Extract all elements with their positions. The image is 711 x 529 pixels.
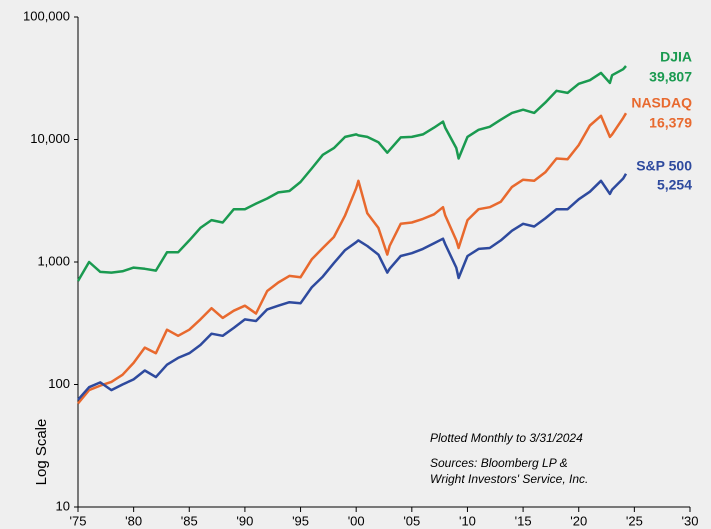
end-value-label: 5,254: [657, 177, 692, 193]
x-tick-label: '00: [348, 513, 365, 528]
series-line: [77, 173, 628, 401]
annotation: Wright Investors' Service, Inc.: [430, 472, 588, 486]
y-tick-label: 10: [56, 498, 70, 513]
series-line: [77, 112, 628, 405]
x-tick-label: '80: [125, 513, 142, 528]
y-tick-label: 10,000: [30, 131, 70, 146]
series-line: [76, 65, 627, 282]
x-tick-label: '25: [626, 513, 643, 528]
x-tick-label: '10: [459, 513, 476, 528]
end-value-label: 16,379: [649, 115, 692, 131]
x-tick-label: '05: [403, 513, 420, 528]
annotation: Sources: Bloomberg LP &: [430, 456, 568, 470]
x-tick-label: '20: [570, 513, 587, 528]
y-tick-label: 100: [48, 376, 70, 391]
legend-label: S&P 500: [636, 158, 692, 174]
y-axis-label: Log Scale: [33, 419, 50, 486]
x-tick-label: '90: [236, 513, 253, 528]
x-tick-label: '75: [70, 513, 87, 528]
x-tick-label: '95: [292, 513, 309, 528]
y-tick-label: 100,000: [23, 8, 70, 23]
legend-label: DJIA: [660, 49, 692, 65]
end-value-label: 39,807: [649, 69, 692, 85]
x-tick-label: '15: [515, 513, 532, 528]
legend-label: NASDAQ: [631, 95, 692, 111]
x-tick-label: '30: [682, 513, 699, 528]
annotation: Plotted Monthly to 3/31/2024: [430, 431, 583, 445]
x-tick-label: '85: [181, 513, 198, 528]
y-tick-label: 1,000: [37, 253, 70, 268]
